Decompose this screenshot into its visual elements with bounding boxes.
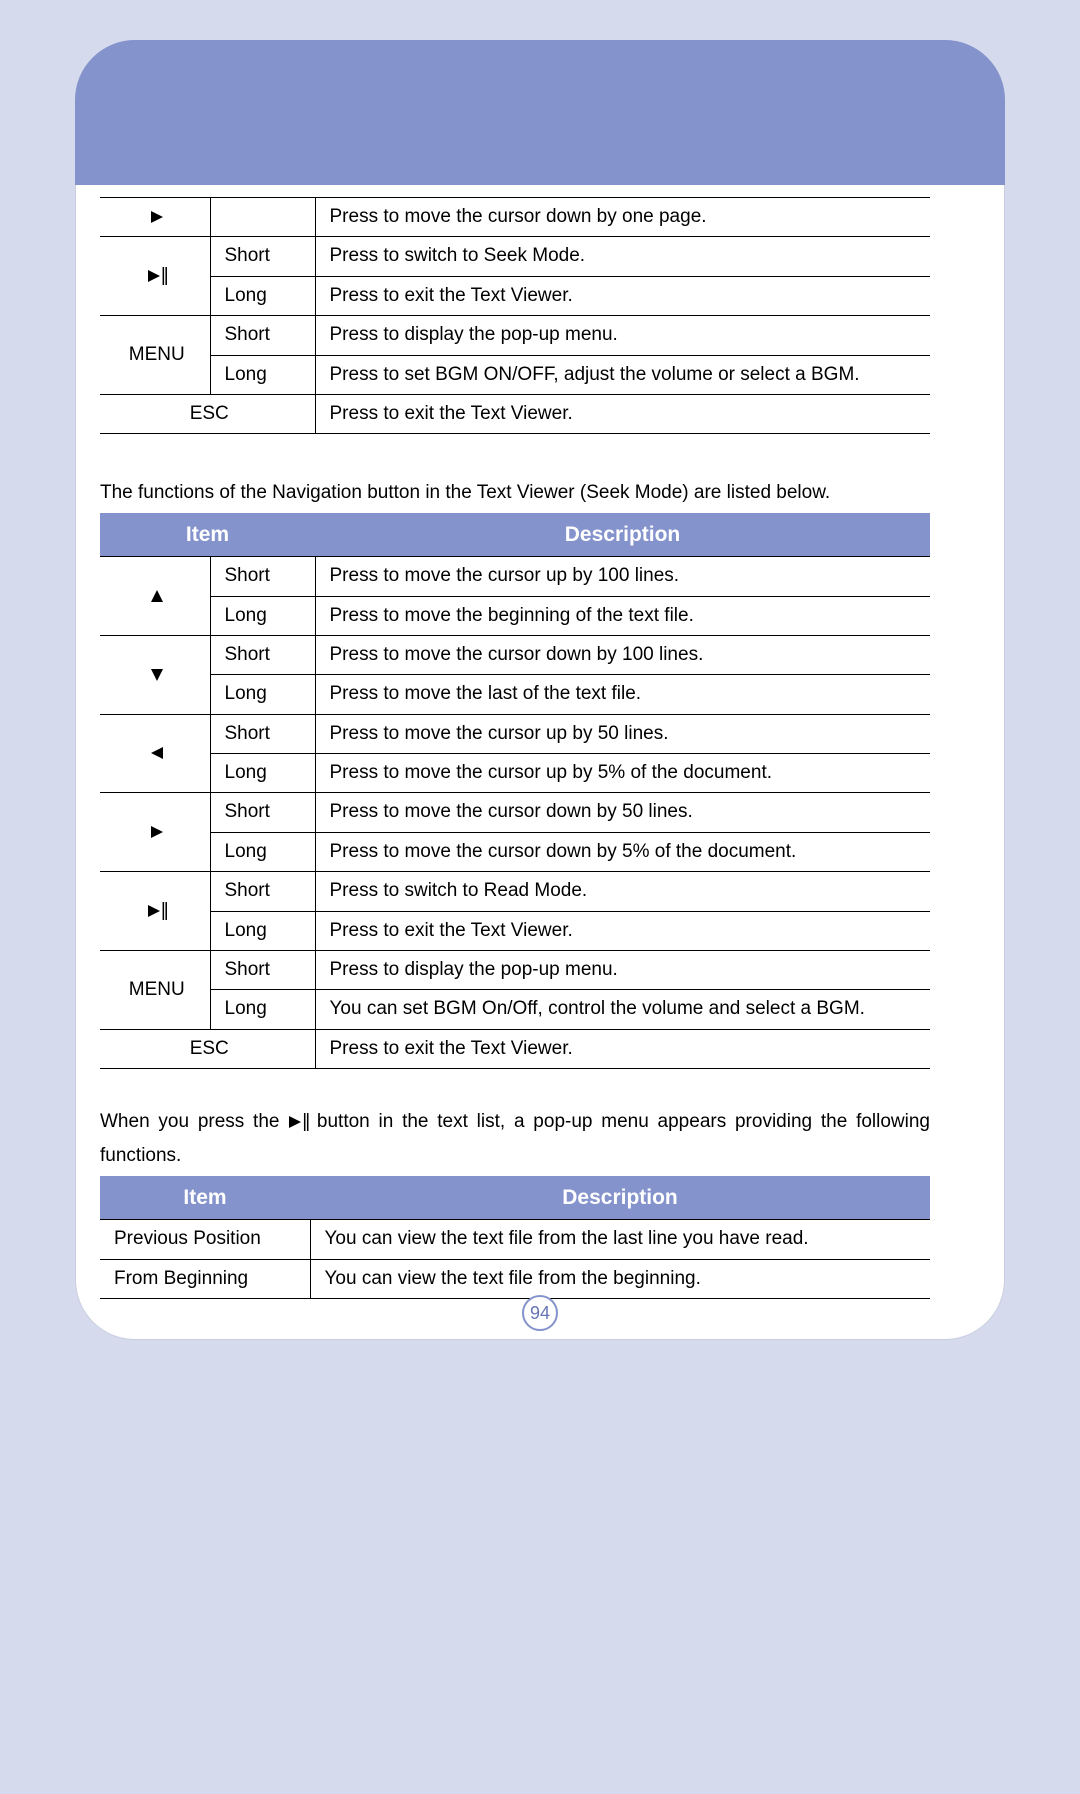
description-cell: You can view the text file from the begi… [310, 1259, 930, 1298]
table-row: Short Press to move the cursor up by 50 … [100, 714, 930, 753]
label-esc: ESC [100, 1029, 315, 1068]
table-row: Long Press to exit the Text Viewer. [100, 276, 930, 315]
description-cell: Press to move the cursor up by 50 lines. [315, 714, 930, 753]
icon-right [100, 198, 210, 237]
table-read-mode-continued: Press to move the cursor down by one pag… [100, 197, 930, 434]
page-content: Press to move the cursor down by one pag… [100, 195, 980, 1299]
seek-mode-intro: The functions of the Navigation button i… [100, 476, 930, 510]
table-seek-mode: Item Description Short Press to move the… [100, 513, 930, 1070]
table-row: Long Press to move the last of the text … [100, 675, 930, 714]
table-row: Long Press to move the beginning of the … [100, 596, 930, 635]
description-cell: Press to move the beginning of the text … [315, 596, 930, 635]
table-popup-menu: Item Description Previous Position You c… [100, 1176, 930, 1299]
press-type: Long [210, 990, 315, 1029]
label-menu: MENU [100, 951, 210, 1030]
press-type: Short [210, 714, 315, 753]
table-row: ESC Press to exit the Text Viewer. [100, 394, 930, 433]
table-row: Long Press to move the cursor down by 5%… [100, 832, 930, 871]
icon-right [100, 793, 210, 872]
page-number-container: 94 [0, 1295, 1080, 1794]
table-row: Previous Position You can view the text … [100, 1220, 930, 1259]
item-cell: Previous Position [100, 1220, 310, 1259]
label-menu: MENU [100, 316, 210, 395]
col-header-item: Item [100, 1176, 310, 1220]
description-cell: Press to exit the Text Viewer. [315, 911, 930, 950]
press-type [210, 198, 315, 237]
description-cell: Press to switch to Seek Mode. [315, 237, 930, 276]
table-row: Long Press to exit the Text Viewer. [100, 911, 930, 950]
page-number: 94 [522, 1295, 558, 1331]
description-cell: Press to set BGM ON/OFF, adjust the volu… [315, 355, 930, 394]
description-cell: Press to exit the Text Viewer. [315, 276, 930, 315]
table-row: Short Press to move the cursor up by 100… [100, 557, 930, 596]
label-esc: ESC [100, 394, 315, 433]
description-cell: Press to move the last of the text file. [315, 675, 930, 714]
press-type: Short [210, 793, 315, 832]
press-type: Short [210, 951, 315, 990]
table-row: Long You can set BGM On/Off, control the… [100, 990, 930, 1029]
table-row: MENU Short Press to display the pop-up m… [100, 316, 930, 355]
press-type: Short [210, 557, 315, 596]
icon-left [100, 714, 210, 793]
description-cell: Press to move the cursor down by 100 lin… [315, 635, 930, 674]
press-type: Long [210, 596, 315, 635]
popup-menu-intro: When you press the || button in the text… [100, 1105, 930, 1173]
description-cell: Press to move the cursor down by 50 line… [315, 793, 930, 832]
description-cell: Press to move the cursor down by 5% of t… [315, 832, 930, 871]
icon-down [100, 635, 210, 714]
table-row: ESC Press to exit the Text Viewer. [100, 1029, 930, 1068]
table-row: MENU Short Press to display the pop-up m… [100, 951, 930, 990]
icon-up [100, 557, 210, 636]
description-cell: You can view the text file from the last… [310, 1220, 930, 1259]
icon-pause-bars: || [302, 1111, 308, 1132]
para2-pre: When you press the [100, 1111, 288, 1132]
press-type: Long [210, 754, 315, 793]
table-header-row: Item Description [100, 1176, 930, 1220]
col-header-description: Description [310, 1176, 930, 1220]
table-header-row: Item Description [100, 513, 930, 557]
item-cell: From Beginning [100, 1259, 310, 1298]
table-row: Short Press to move the cursor down by 1… [100, 635, 930, 674]
description-cell: Press to display the pop-up menu. [315, 316, 930, 355]
press-type: Short [210, 237, 315, 276]
icon-play-pause: || [100, 872, 210, 951]
description-cell: Press to move the cursor up by 100 lines… [315, 557, 930, 596]
press-type: Long [210, 355, 315, 394]
description-cell: Press to exit the Text Viewer. [315, 394, 930, 433]
description-cell: Press to move the cursor down by one pag… [315, 198, 930, 237]
press-type: Long [210, 911, 315, 950]
description-cell: Press to switch to Read Mode. [315, 872, 930, 911]
table-row: || Short Press to switch to Read Mode. [100, 872, 930, 911]
icon-play-pause-inline [288, 1115, 302, 1129]
table-row: || Short Press to switch to Seek Mode. [100, 237, 930, 276]
table-row: Short Press to move the cursor down by 5… [100, 793, 930, 832]
press-type: Long [210, 276, 315, 315]
header-banner [75, 40, 1005, 185]
table-row: Press to move the cursor down by one pag… [100, 198, 930, 237]
table-row: Long Press to set BGM ON/OFF, adjust the… [100, 355, 930, 394]
press-type: Short [210, 635, 315, 674]
table-row: Long Press to move the cursor up by 5% o… [100, 754, 930, 793]
description-cell: Press to display the pop-up menu. [315, 951, 930, 990]
icon-play-pause: || [100, 237, 210, 316]
description-cell: Press to move the cursor up by 5% of the… [315, 754, 930, 793]
col-header-description: Description [315, 513, 930, 557]
table-row: From Beginning You can view the text fil… [100, 1259, 930, 1298]
press-type: Short [210, 872, 315, 911]
col-header-item: Item [100, 513, 315, 557]
description-cell: You can set BGM On/Off, control the volu… [315, 990, 930, 1029]
press-type: Long [210, 675, 315, 714]
press-type: Long [210, 832, 315, 871]
press-type: Short [210, 316, 315, 355]
description-cell: Press to exit the Text Viewer. [315, 1029, 930, 1068]
